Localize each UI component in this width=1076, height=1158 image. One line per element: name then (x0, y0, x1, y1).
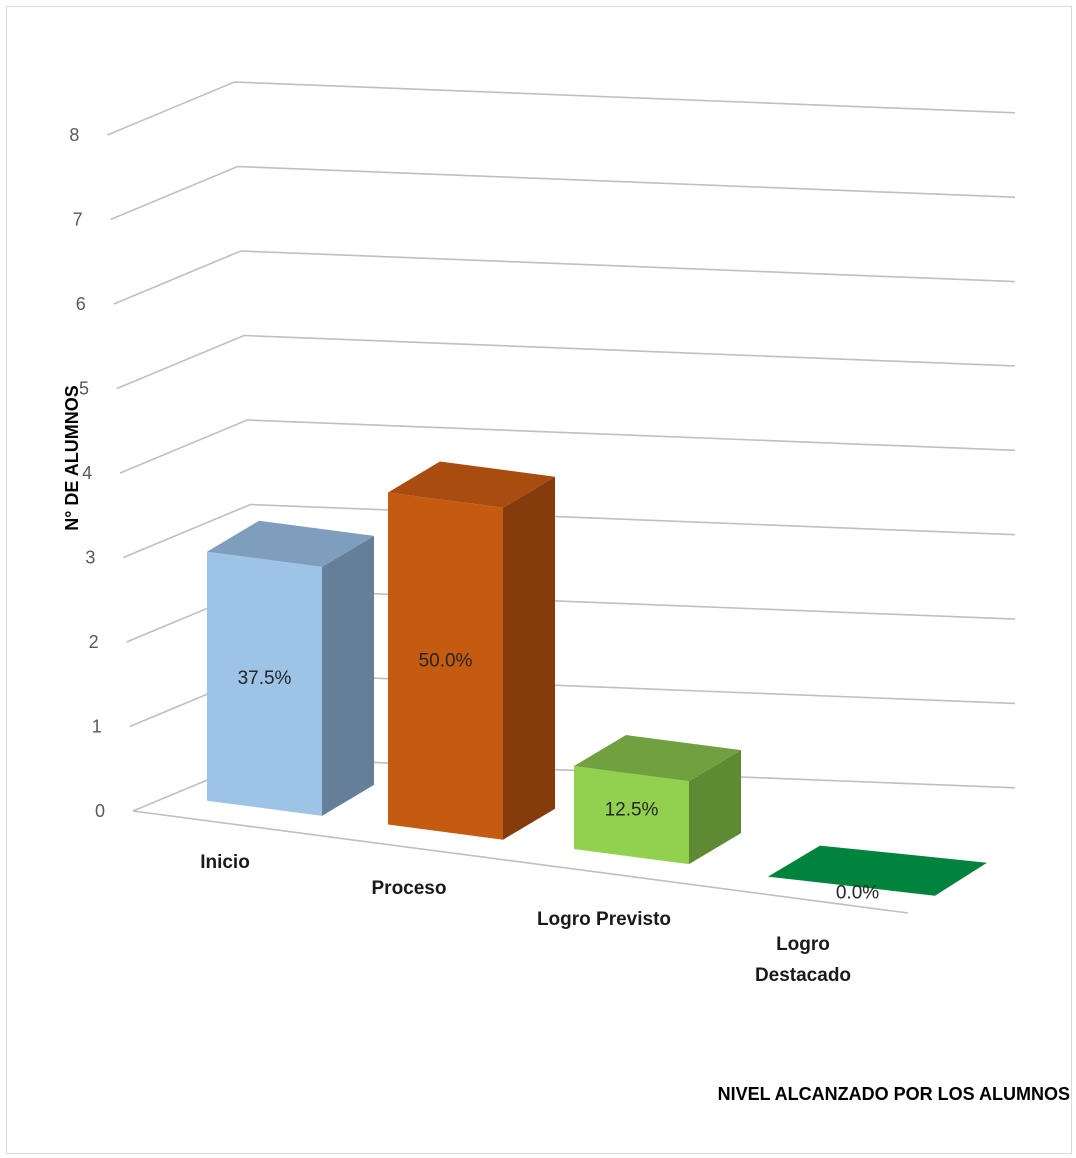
x-axis-categories: Inicio Proceso Logro Previsto Logro Destacad… (200, 852, 851, 986)
bar-side (322, 535, 374, 816)
bar-side (689, 750, 741, 865)
gridline (113, 250, 1016, 305)
bar (207, 520, 374, 816)
gridline (123, 503, 1016, 559)
bar-flat (768, 845, 987, 896)
bar (768, 845, 987, 896)
bar-front (574, 766, 689, 865)
y-tick-label: 0 (95, 801, 105, 821)
bar (574, 735, 741, 865)
data-label: 37.5% (238, 668, 292, 689)
bar-side (503, 476, 555, 840)
bar-front (388, 492, 503, 840)
y-tick-label: 2 (89, 632, 99, 652)
y-tick-label: 1 (92, 717, 102, 737)
data-label: 0.0% (836, 883, 879, 904)
y-axis-title: N° DE ALUMNOS (62, 385, 82, 531)
category-label: Logro Destacado (755, 934, 851, 986)
y-tick-label: 4 (82, 463, 92, 483)
bar-front (207, 551, 322, 816)
bars (207, 461, 987, 896)
gridline (119, 419, 1016, 474)
data-labels: 37.5% 50.0% 12.5% 0.0% (238, 651, 880, 904)
bar-top (574, 735, 741, 782)
floor-edge (132, 810, 909, 914)
gridlines (107, 81, 1016, 914)
y-tick-label: 7 (73, 210, 83, 230)
bar-top (207, 520, 374, 567)
y-tick-label: 8 (69, 125, 79, 145)
gridline (116, 334, 1016, 390)
gridline (110, 165, 1016, 221)
y-tick-label: 5 (79, 379, 89, 399)
data-label: 12.5% (605, 800, 659, 821)
bar (388, 461, 555, 840)
gridline (107, 81, 1016, 136)
y-tick-label: 3 (85, 548, 95, 568)
x-axis-title: NIVEL ALCANZADO POR LOS ALUMNOS (718, 1084, 1070, 1104)
bar-top (388, 461, 555, 508)
category-label: Logro Previsto (537, 909, 671, 930)
y-tick-label: 6 (76, 294, 86, 314)
data-label: 50.0% (419, 651, 473, 672)
category-label: Proceso (372, 878, 447, 899)
y-axis-ticks: 0 1 2 3 4 5 6 7 8 (69, 125, 105, 821)
category-label: Inicio (200, 852, 250, 873)
